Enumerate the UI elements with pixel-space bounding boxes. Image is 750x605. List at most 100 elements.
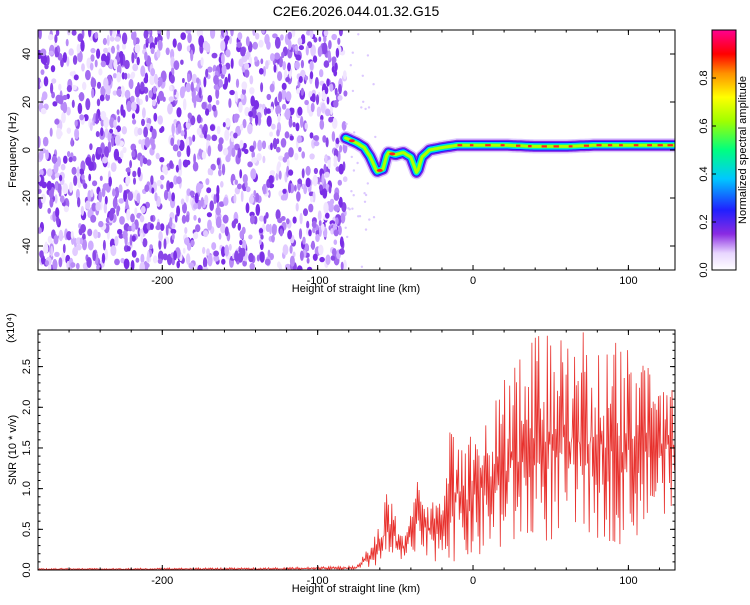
noise-blob — [241, 247, 246, 257]
noise-blob — [233, 113, 240, 120]
noise-blob — [40, 69, 45, 75]
noise-blob — [237, 222, 241, 231]
noise-blob — [168, 85, 173, 92]
noise-blob — [180, 59, 184, 65]
noise-blob — [43, 76, 49, 87]
noise-blob — [176, 107, 182, 118]
noise-blob — [152, 255, 158, 264]
noise-blob — [207, 95, 213, 103]
noise-blob — [149, 244, 153, 250]
noise-blob — [193, 232, 199, 240]
ridge-peak — [348, 139, 355, 143]
noise-blob — [49, 198, 54, 208]
noise-blob — [162, 96, 166, 102]
noise-blob — [77, 102, 83, 115]
noise-dot — [356, 161, 359, 165]
noise-blob — [328, 116, 334, 123]
noise-blob — [89, 122, 93, 132]
noise-dot — [345, 122, 348, 126]
noise-blob — [143, 30, 149, 39]
noise-blob — [296, 88, 300, 95]
noise-blob — [193, 96, 197, 109]
noise-blob — [66, 106, 71, 116]
noise-blob — [197, 217, 201, 224]
colorbar: 0.0 0.2 0.4 0.6 0.8 Normalized spectral ampl… — [698, 29, 749, 278]
noise-blob — [225, 117, 231, 128]
noise-blob — [54, 194, 58, 204]
noise-blob — [325, 212, 330, 219]
noise-blob — [87, 240, 94, 251]
noise-blob — [252, 30, 256, 36]
noise-blob — [62, 101, 68, 114]
noise-blob — [280, 34, 284, 41]
ridge-peak — [457, 144, 673, 148]
noise-blob — [209, 124, 216, 131]
noise-blob — [109, 128, 114, 134]
noise-blob — [108, 176, 112, 187]
noise-blob — [323, 30, 329, 37]
noise-dot — [353, 131, 356, 134]
noise-blob — [202, 126, 206, 135]
noise-dot — [366, 182, 369, 185]
noise-blob — [319, 69, 324, 78]
noise-blob — [244, 181, 248, 188]
noise-blob — [68, 156, 73, 163]
noise-blob — [338, 196, 343, 208]
noise-blob — [185, 30, 192, 34]
noise-blob — [303, 208, 308, 217]
noise-blob — [206, 187, 212, 194]
noise-blob — [82, 233, 86, 241]
noise-blob — [278, 91, 283, 103]
noise-blob — [140, 232, 144, 244]
noise-blob — [97, 147, 103, 155]
noise-blob — [323, 202, 329, 214]
noise-blob — [40, 48, 47, 57]
noise-blob — [215, 87, 220, 100]
noise-blob — [154, 37, 158, 46]
noise-blob — [182, 247, 186, 254]
noise-blob — [316, 106, 322, 116]
noise-blob — [112, 188, 116, 197]
noise-blob — [66, 56, 70, 67]
noise-blob — [282, 61, 287, 71]
noise-blob — [188, 262, 195, 270]
noise-blob — [103, 47, 109, 54]
noise-blob — [339, 236, 344, 248]
noise-blob — [49, 127, 53, 137]
noise-blob — [124, 72, 128, 80]
noise-blob — [121, 72, 125, 80]
noise-blob — [244, 69, 250, 78]
noise-blob — [288, 169, 294, 176]
noise-blob — [218, 201, 225, 208]
noise-blob — [38, 188, 42, 194]
noise-blob — [285, 76, 290, 83]
noise-blob — [314, 77, 319, 89]
noise-blob — [278, 155, 284, 161]
colorbar-ticks: 0.0 0.2 0.4 0.6 0.8 — [698, 70, 716, 278]
colorbar-tick-label: 0.2 — [698, 214, 710, 229]
noise-blob — [215, 99, 220, 106]
noise-blob — [117, 30, 120, 35]
x-tick-label: -100 — [307, 575, 329, 587]
noise-blob — [155, 224, 161, 231]
noise-blob — [112, 90, 118, 96]
noise-blob — [294, 184, 297, 192]
noise-dot — [363, 200, 367, 203]
noise-blob — [202, 266, 209, 270]
noise-blob — [326, 78, 330, 87]
noise-blob — [182, 78, 185, 83]
noise-blob — [212, 104, 217, 112]
noise-blob — [144, 136, 151, 148]
noise-blob — [91, 88, 95, 99]
noise-blob — [153, 112, 158, 122]
noise-blob — [338, 30, 343, 37]
noise-blob — [196, 30, 201, 37]
noise-blob — [225, 62, 231, 70]
noise-blob — [63, 155, 68, 164]
noise-blob — [291, 30, 296, 38]
noise-blob — [168, 96, 174, 102]
noise-blob — [263, 215, 267, 225]
noise-blob — [87, 209, 92, 218]
